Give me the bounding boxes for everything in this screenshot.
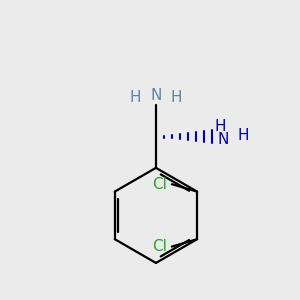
Text: H: H bbox=[171, 91, 182, 106]
Text: N: N bbox=[217, 132, 229, 147]
Text: H: H bbox=[214, 119, 226, 134]
Text: H: H bbox=[238, 128, 249, 142]
Text: Cl: Cl bbox=[152, 239, 167, 254]
Text: Cl: Cl bbox=[152, 177, 167, 192]
Text: N: N bbox=[150, 88, 162, 103]
Text: H: H bbox=[129, 91, 141, 106]
